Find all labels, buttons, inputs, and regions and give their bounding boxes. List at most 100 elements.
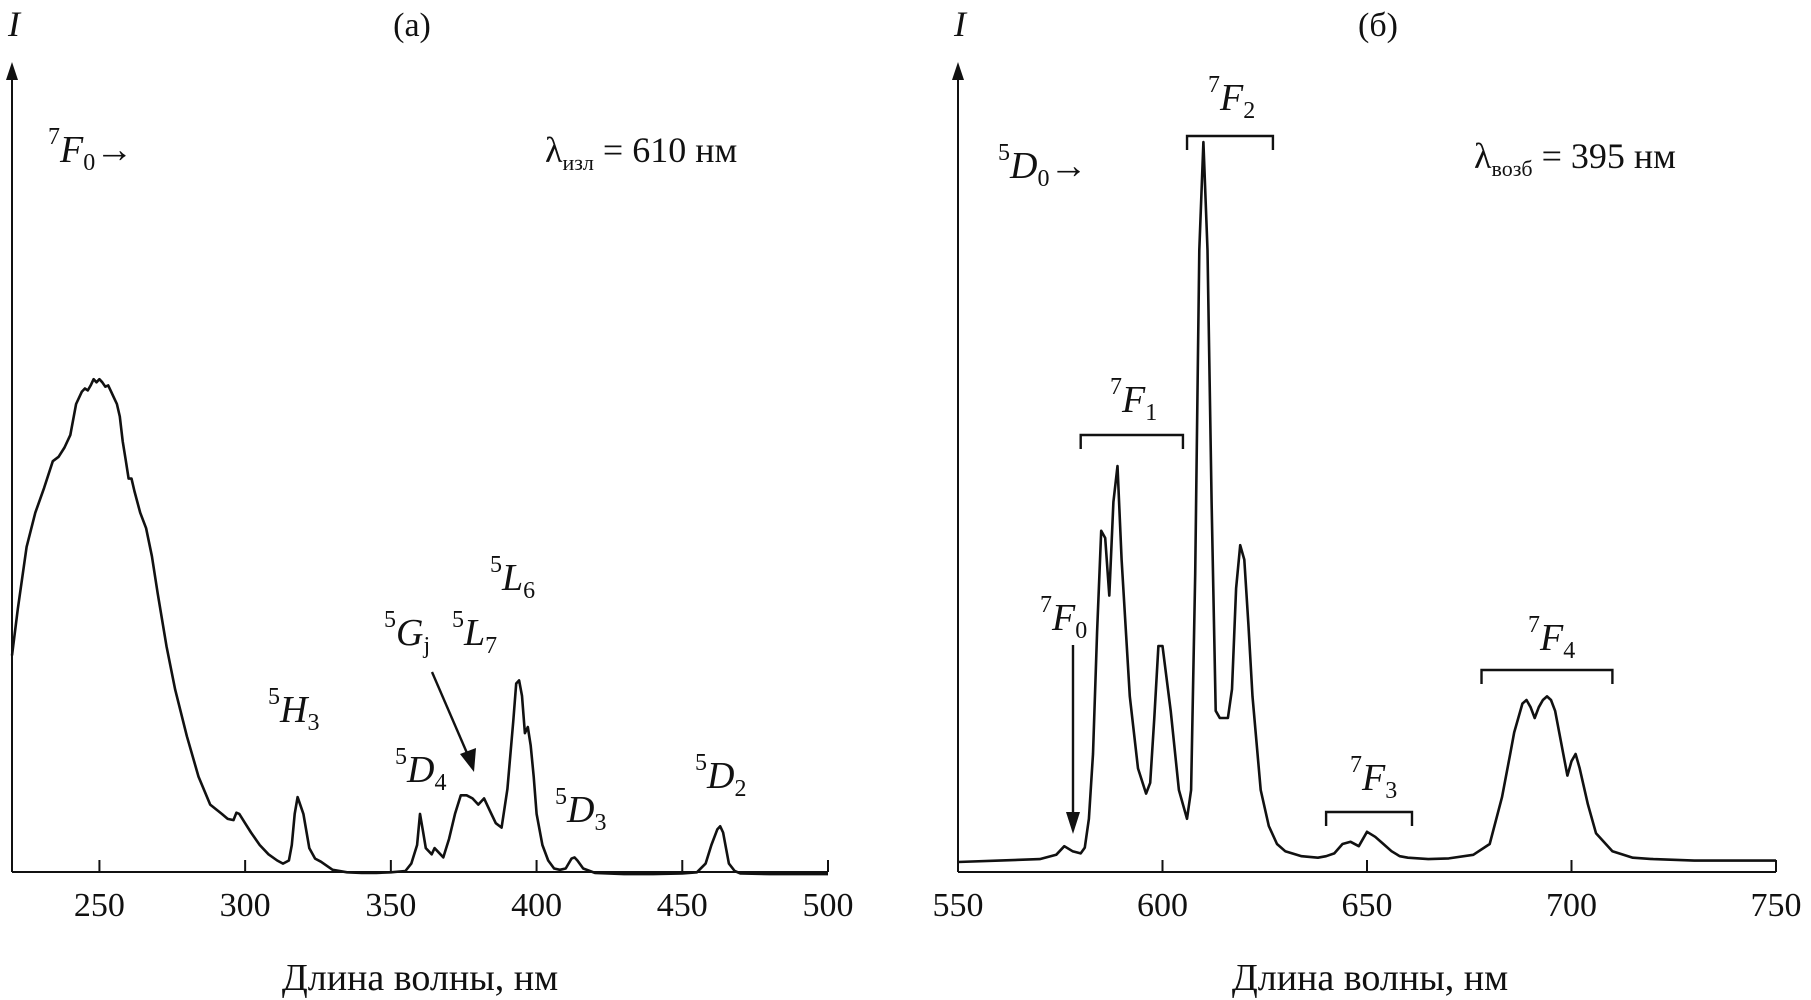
x-axis-label-b: Длина волны, нм bbox=[1232, 957, 1508, 999]
peak-5Gj-sub: j bbox=[422, 633, 430, 659]
emission-wavelength-label: λизл = 610 нм bbox=[545, 130, 737, 175]
band-7F4-sym: F bbox=[1539, 617, 1564, 659]
peak-5L7-sym: L bbox=[463, 612, 485, 654]
peak-label-5D2: 5D2 bbox=[695, 750, 746, 802]
peak-5L6-sup: 5 bbox=[490, 552, 502, 578]
peak-5D3-sup: 5 bbox=[555, 784, 567, 810]
peak-5D3-sub: 3 bbox=[594, 810, 606, 836]
x-ticks-a: 250 300 350 400 450 500 bbox=[74, 860, 854, 924]
peak-5Gj-sup: 5 bbox=[384, 607, 396, 633]
transition-label-b: 5D0→ bbox=[998, 140, 1087, 192]
band-label-7F2: 7F2 bbox=[1208, 72, 1255, 124]
band-label-7F4: 7F4 bbox=[1528, 612, 1575, 664]
band-label-7F1: 7F1 bbox=[1110, 374, 1157, 426]
band-7F0-sup: 7 bbox=[1040, 592, 1052, 618]
peak-5L6-sym: L bbox=[501, 557, 523, 599]
peak-5L6-sub: 6 bbox=[523, 578, 535, 604]
band-7F3-sym: F bbox=[1361, 757, 1386, 799]
x-tick-label: 650 bbox=[1342, 887, 1393, 924]
x-tick-label: 300 bbox=[220, 887, 271, 924]
y-axis-label-b: I bbox=[953, 4, 968, 44]
param-sub-b: возб bbox=[1491, 156, 1532, 181]
band-7F2-sym: F bbox=[1219, 77, 1244, 119]
transition-arrow-b: → bbox=[1049, 145, 1087, 187]
band-7F2-sup: 7 bbox=[1208, 72, 1220, 98]
band-7F1-sym: F bbox=[1121, 379, 1146, 421]
peak-label-5L7: 5L7 bbox=[452, 607, 497, 659]
transition-sup-a: 7 bbox=[48, 124, 60, 150]
band-7F3-sup: 7 bbox=[1350, 752, 1362, 778]
x-tick-label: 600 bbox=[1137, 887, 1188, 924]
gj-pointer-arrow-line bbox=[430, 671, 472, 761]
x-tick-label: 550 bbox=[933, 887, 984, 924]
param-symbol-b: λ bbox=[1474, 136, 1492, 176]
spectrum-line-b bbox=[957, 140, 1776, 864]
transition-sub-b: 0 bbox=[1037, 166, 1049, 192]
band-label-7F0: 7F0 bbox=[1040, 592, 1087, 644]
param-sub-a: изл bbox=[562, 150, 593, 175]
excitation-wavelength-label: λвозб = 395 нм bbox=[1474, 136, 1676, 181]
band-7F3-sub: 3 bbox=[1385, 778, 1397, 804]
band-label-7F3: 7F3 bbox=[1350, 752, 1397, 804]
band-7F2-sub: 2 bbox=[1243, 98, 1255, 124]
peak-label-5Gj: 5Gj bbox=[384, 607, 430, 659]
band-7F1-sub: 1 bbox=[1145, 400, 1157, 426]
y-axis-label-a: I bbox=[7, 4, 22, 44]
peak-5D2-sup: 5 bbox=[695, 750, 707, 776]
transition-sup-b: 5 bbox=[998, 140, 1010, 166]
x-tick-label: 700 bbox=[1546, 887, 1597, 924]
peak-5Gj-sym: G bbox=[396, 612, 423, 654]
peak-label-5L6: 5L6 bbox=[490, 552, 535, 604]
peak-5D4-sym: D bbox=[406, 749, 434, 791]
peak-5H3-sub: 3 bbox=[307, 710, 319, 736]
peak-5L7-sub: 7 bbox=[485, 633, 497, 659]
band-bracket bbox=[1185, 134, 1275, 150]
peak-5H3-sym: H bbox=[279, 689, 310, 731]
band-brackets bbox=[1079, 134, 1614, 826]
x-tick-label: 500 bbox=[803, 887, 854, 924]
gj-pointer-arrow-head bbox=[460, 748, 476, 772]
y-axis-arrow-a bbox=[6, 62, 18, 80]
transition-arrow-a: → bbox=[95, 129, 133, 171]
x-tick-label: 750 bbox=[1751, 887, 1802, 924]
f0-pointer-arrow-head bbox=[1066, 812, 1080, 834]
peak-5H3-sup: 5 bbox=[268, 684, 280, 710]
excitation-spectrum-panel: (а) I 250 300 350 400 450 500 Длина волны, нм… bbox=[6, 4, 854, 999]
peak-5D3-sym: D bbox=[566, 789, 594, 831]
param-rest-b: = 395 нм bbox=[1533, 136, 1676, 176]
transition-sym-a: F bbox=[59, 129, 84, 171]
peak-5D4-sup: 5 bbox=[395, 744, 407, 770]
band-bracket bbox=[1480, 668, 1614, 684]
x-axis-label-a: Длина волны, нм bbox=[282, 957, 558, 999]
transition-sub-a: 0 bbox=[83, 150, 95, 176]
x-tick-label: 450 bbox=[657, 887, 708, 924]
peak-5L7-sup: 5 bbox=[452, 607, 464, 633]
band-7F4-sup: 7 bbox=[1528, 612, 1540, 638]
band-7F1-sup: 7 bbox=[1110, 374, 1122, 400]
transition-sym-b: D bbox=[1009, 145, 1037, 187]
peak-label-5H3: 5H3 bbox=[268, 684, 319, 736]
x-tick-label: 350 bbox=[365, 887, 416, 924]
peak-label-5D4: 5D4 bbox=[395, 744, 446, 796]
peak-5D2-sym: D bbox=[706, 755, 734, 797]
band-7F0-sym: F bbox=[1051, 597, 1076, 639]
panel-label-b: (б) bbox=[1358, 7, 1398, 44]
spectrum-line-a bbox=[10, 377, 828, 876]
transition-label-a: 7F0→ bbox=[48, 124, 133, 176]
y-axis-arrow-b bbox=[952, 62, 964, 80]
param-rest-a: = 610 нм bbox=[594, 130, 737, 170]
peak-5D2-sub: 2 bbox=[734, 776, 746, 802]
band-bracket bbox=[1079, 433, 1185, 449]
panel-label-a: (а) bbox=[393, 7, 431, 44]
emission-spectrum-panel: (б) I 550 600 650 700 750 Длина волны, нм 5D… bbox=[933, 4, 1802, 999]
band-bracket bbox=[1324, 810, 1414, 826]
x-ticks-b: 550 600 650 700 750 bbox=[933, 860, 1802, 924]
band-7F0-sub: 0 bbox=[1075, 618, 1087, 644]
peak-5D4-sub: 4 bbox=[434, 770, 446, 796]
x-tick-label: 400 bbox=[511, 887, 562, 924]
param-symbol-a: λ bbox=[545, 130, 563, 170]
band-7F4-sub: 4 bbox=[1563, 638, 1575, 664]
peak-label-5D3: 5D3 bbox=[555, 784, 606, 836]
x-tick-label: 250 bbox=[74, 887, 125, 924]
